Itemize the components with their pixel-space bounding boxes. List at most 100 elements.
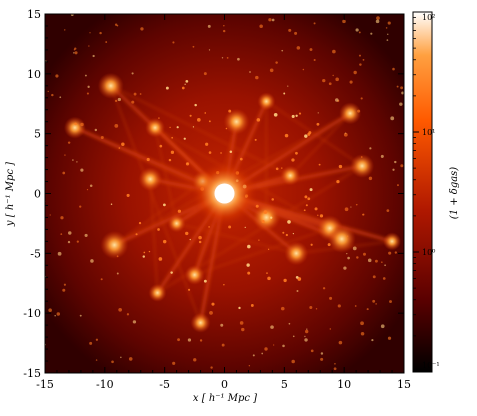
speckle	[386, 39, 389, 41]
speckle	[255, 75, 259, 80]
speckle	[291, 114, 295, 118]
speckle	[372, 275, 376, 279]
speckle	[247, 244, 251, 249]
speckle	[207, 24, 211, 28]
speckle	[100, 135, 104, 139]
speckle	[116, 24, 119, 27]
y-axis-label: y [ h⁻¹ Mpc ]	[5, 162, 16, 227]
speckle	[256, 118, 261, 122]
bright-clump	[148, 283, 167, 302]
y-tick-label: 15	[27, 8, 41, 21]
speckle	[335, 77, 339, 82]
speckle	[372, 299, 376, 303]
speckle	[382, 277, 386, 280]
speckle	[380, 324, 385, 329]
speckle	[394, 160, 397, 164]
speckle	[111, 360, 114, 364]
speckle	[89, 341, 93, 345]
speckle	[269, 68, 274, 73]
speckle	[84, 74, 87, 77]
speckle	[314, 207, 318, 211]
speckle	[170, 271, 173, 274]
speckle	[322, 78, 326, 83]
speckle	[343, 266, 347, 270]
speckle	[74, 51, 78, 55]
speckle	[184, 83, 186, 85]
speckle	[238, 306, 241, 310]
speckle	[246, 263, 250, 267]
speckle	[177, 209, 182, 213]
speckle	[343, 132, 348, 137]
speckle	[320, 357, 324, 361]
speckle	[316, 122, 320, 126]
speckle	[309, 188, 313, 192]
speckle	[352, 246, 357, 251]
filament	[154, 127, 178, 224]
speckle	[284, 133, 289, 138]
speckle	[132, 320, 137, 324]
speckle	[135, 233, 138, 236]
speckle	[394, 251, 398, 254]
speckle	[358, 31, 361, 34]
speckle	[159, 144, 163, 148]
speckle	[138, 221, 142, 225]
speckle	[298, 112, 302, 115]
speckle	[259, 24, 263, 28]
speckle	[76, 161, 78, 163]
speckle	[110, 203, 113, 205]
speckle	[396, 85, 399, 88]
speckle	[273, 112, 278, 117]
speckle	[336, 179, 340, 184]
speckle	[181, 86, 185, 90]
speckle	[74, 122, 77, 126]
speckle	[317, 214, 319, 216]
speckle	[338, 164, 343, 169]
filament	[194, 227, 331, 276]
speckle	[226, 56, 229, 59]
speckle	[347, 256, 350, 260]
speckle	[223, 283, 225, 286]
speckle	[177, 338, 180, 342]
speckle	[205, 142, 209, 146]
speckle	[254, 138, 257, 141]
speckle	[346, 253, 348, 255]
y-tick-label: 10	[27, 68, 41, 81]
speckle	[371, 339, 374, 342]
speckle	[89, 32, 91, 34]
speckle	[327, 243, 331, 247]
bright-clump	[145, 117, 166, 138]
bright-clump	[97, 72, 124, 99]
speckle	[370, 32, 373, 35]
bright-clump	[339, 102, 362, 125]
speckle	[319, 214, 324, 218]
speckle	[354, 305, 357, 307]
speckle	[203, 279, 207, 283]
speckle	[360, 331, 365, 336]
speckle	[294, 31, 298, 35]
speckle	[287, 220, 291, 224]
speckle	[261, 352, 264, 355]
speckle	[350, 206, 352, 208]
speckle	[359, 63, 362, 66]
speckle	[208, 226, 210, 228]
speckle	[292, 233, 294, 235]
speckle	[292, 335, 295, 338]
speckle	[360, 156, 363, 158]
speckle	[67, 141, 71, 144]
speckle	[59, 96, 62, 99]
speckle	[392, 67, 395, 71]
speckle	[239, 157, 243, 161]
speckle	[89, 184, 93, 188]
speckle	[375, 303, 377, 305]
speckle	[275, 61, 278, 64]
speckle	[310, 243, 313, 246]
speckle	[304, 338, 308, 342]
x-tick-label: -10	[96, 378, 114, 391]
speckle	[105, 41, 108, 43]
bright-clump	[257, 92, 276, 111]
speckle	[328, 82, 332, 86]
speckle	[148, 250, 151, 253]
y-tick-label: -10	[23, 307, 41, 320]
y-tick-label: -15	[23, 367, 41, 380]
bright-clump	[252, 203, 281, 232]
